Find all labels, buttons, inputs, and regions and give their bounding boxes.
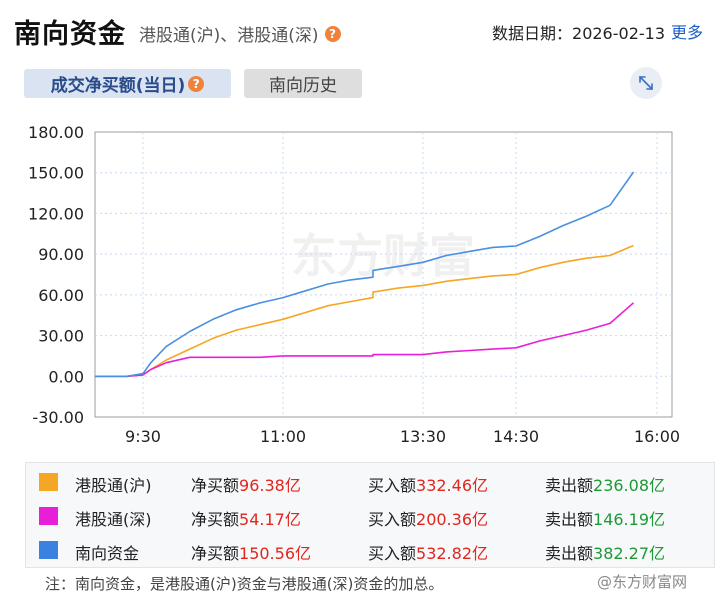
tab-net-buy-today[interactable]: 成交净买额(当日)? <box>24 69 231 98</box>
legend-row-sz: 港股通(深) 净买额54.17亿 买入额200.36亿 卖出额146.19亿 <box>26 499 714 533</box>
sell-amount-label: 卖出额 <box>545 544 594 563</box>
legend-table: 港股通(沪) 净买额96.38亿 买入额332.46亿 卖出额236.08亿 港… <box>25 462 715 568</box>
x-tick-label: 14:30 <box>493 427 539 446</box>
tab-southbound-history[interactable]: 南向历史 <box>244 69 362 98</box>
buy-amount: 买入额332.46亿 <box>368 472 488 496</box>
y-tick-label: 90.00 <box>38 245 84 264</box>
legend-swatch-total <box>39 541 58 559</box>
help-icon[interactable]: ? <box>324 26 341 42</box>
legend-swatch-sz <box>39 507 58 525</box>
header: 南向资金 港股通(沪)、港股通(深)? 数据日期：2026-02-13 更多 <box>0 0 725 62</box>
y-tick-label: -30.00 <box>32 408 84 427</box>
x-tick-label: 11:00 <box>260 427 306 446</box>
net-buy-value: 150.56亿 <box>239 544 312 563</box>
net-buy-label: 净买额 <box>191 510 240 529</box>
net-buy-value: 54.17亿 <box>239 510 301 529</box>
line-chart: 东方财富180.00150.00120.0090.0060.0030.000.0… <box>28 123 680 446</box>
more-link[interactable]: 更多 <box>671 23 704 42</box>
buy-amount-value: 332.46亿 <box>416 476 489 495</box>
series-line-2 <box>95 171 635 378</box>
buy-amount-label: 买入额 <box>368 510 417 529</box>
buy-amount: 买入额532.82亿 <box>368 540 488 564</box>
sell-amount-label: 卖出额 <box>545 476 594 495</box>
legend-row-total: 南向资金 净买额150.56亿 买入额532.82亿 卖出额382.27亿 <box>26 533 714 567</box>
y-tick-label: 0.00 <box>48 367 84 386</box>
corner-watermark: @东方财富网 <box>597 573 688 591</box>
subtitle-text: 港股通(沪)、港股通(深) <box>139 26 319 46</box>
sell-amount-value: 146.19亿 <box>593 510 666 529</box>
buy-amount-value: 200.36亿 <box>416 510 489 529</box>
sell-amount: 卖出额382.27亿 <box>545 540 665 564</box>
series-line-0 <box>95 244 634 378</box>
x-tick-label: 9:30 <box>125 427 161 446</box>
y-tick-label: 60.00 <box>38 286 84 305</box>
date-value: 2026-02-13 <box>572 24 665 43</box>
legend-name: 港股通(深) <box>75 510 152 529</box>
net-buy: 净买额96.38亿 <box>191 472 301 496</box>
page-title: 南向资金 <box>14 19 126 50</box>
y-tick-label: 180.00 <box>28 123 84 142</box>
buy-amount-label: 买入额 <box>368 544 417 563</box>
buy-amount-label: 买入额 <box>368 476 417 495</box>
footnote: 注：南向资金，是港股通(沪)资金与港股通(深)资金的加总。 <box>45 575 444 593</box>
net-buy: 净买额150.56亿 <box>191 540 311 564</box>
expand-icon <box>639 76 653 90</box>
net-buy-value: 96.38亿 <box>239 476 301 495</box>
tab-southbound-history-label: 南向历史 <box>269 76 337 96</box>
buy-amount-value: 532.82亿 <box>416 544 489 563</box>
sell-amount-value: 382.27亿 <box>593 544 666 563</box>
legend-row-sh: 港股通(沪) 净买额96.38亿 买入额332.46亿 卖出额236.08亿 <box>26 465 714 499</box>
net-buy-label: 净买额 <box>191 544 240 563</box>
y-tick-label: 30.00 <box>38 327 84 346</box>
series-line-1 <box>95 302 635 378</box>
legend-name: 南向资金 <box>75 544 140 563</box>
y-tick-label: 150.00 <box>28 164 84 183</box>
buy-amount: 买入额200.36亿 <box>368 506 488 530</box>
help-icon[interactable]: ? <box>188 75 205 92</box>
date-label: 数据日期： <box>492 24 573 43</box>
sell-amount-label: 卖出额 <box>545 510 594 529</box>
y-tick-label: 120.00 <box>28 204 84 223</box>
net-buy-label: 净买额 <box>191 476 240 495</box>
page-subtitle: 港股通(沪)、港股通(深)? <box>139 21 341 46</box>
legend-name: 港股通(沪) <box>75 476 152 495</box>
x-tick-label: 13:30 <box>400 427 446 446</box>
expand-button[interactable] <box>630 67 662 99</box>
net-buy: 净买额54.17亿 <box>191 506 301 530</box>
tab-net-buy-today-label: 成交净买额(当日) <box>50 76 186 96</box>
plot-frame <box>94 131 673 418</box>
legend-swatch-sh <box>39 473 58 491</box>
sell-amount: 卖出额146.19亿 <box>545 506 665 530</box>
data-date: 数据日期：2026-02-13 <box>492 20 665 44</box>
sell-amount-value: 236.08亿 <box>593 476 666 495</box>
sell-amount: 卖出额236.08亿 <box>545 472 665 496</box>
x-tick-label: 16:00 <box>634 427 680 446</box>
